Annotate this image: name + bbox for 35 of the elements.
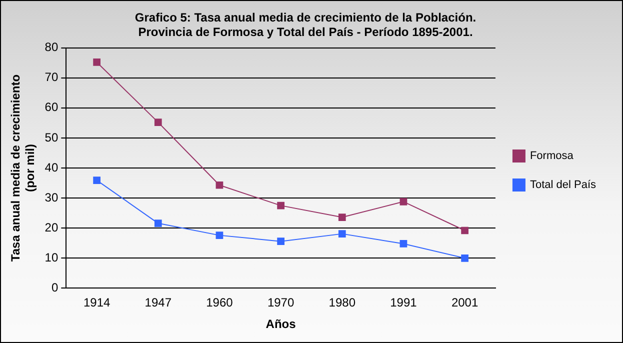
legend-label: Formosa [530, 150, 574, 162]
x-tick-label: 1914 [83, 296, 110, 310]
point [400, 240, 408, 248]
x-tick-label: 1960 [206, 296, 234, 310]
point [277, 202, 284, 210]
point [154, 220, 162, 227]
x-axis-title: Años [266, 317, 296, 332]
point [461, 254, 468, 262]
y-tick-label: 30 [44, 190, 58, 204]
y-tick-label: 10 [44, 250, 58, 264]
point [400, 198, 408, 206]
legend-label: Total del País [530, 179, 596, 192]
point [338, 230, 346, 238]
y-tick-label: 60 [44, 100, 58, 114]
y-tick-label: 0 [51, 280, 58, 295]
y-tick-label: 80 [44, 40, 58, 54]
point [93, 58, 100, 66]
x-tick-label: 1970 [267, 296, 294, 310]
y-tick-label: 40 [44, 160, 58, 174]
point [154, 118, 162, 126]
point [461, 226, 468, 234]
point [277, 238, 284, 246]
x-tick-label: 2001 [451, 296, 478, 310]
x-tick-label: 1980 [328, 296, 356, 310]
point [93, 176, 100, 184]
chart-title: Grafico 5: Tasa anual media de crecimiento de la Población. Provincia de Formosa y Total del País - Período 1895-2001. [134, 10, 476, 39]
y-tick-label: 50 [44, 130, 58, 144]
y-tick-label: 20 [44, 220, 58, 234]
point [338, 214, 346, 221]
x-tick-label: 1991 [390, 296, 418, 310]
point [216, 232, 224, 239]
y-tick-label: 70 [44, 70, 58, 84]
y-axis-title: Tasa anual media de crecimiento (por mil) [8, 74, 37, 262]
point [216, 181, 224, 189]
x-tick-label: 1947 [144, 296, 172, 310]
